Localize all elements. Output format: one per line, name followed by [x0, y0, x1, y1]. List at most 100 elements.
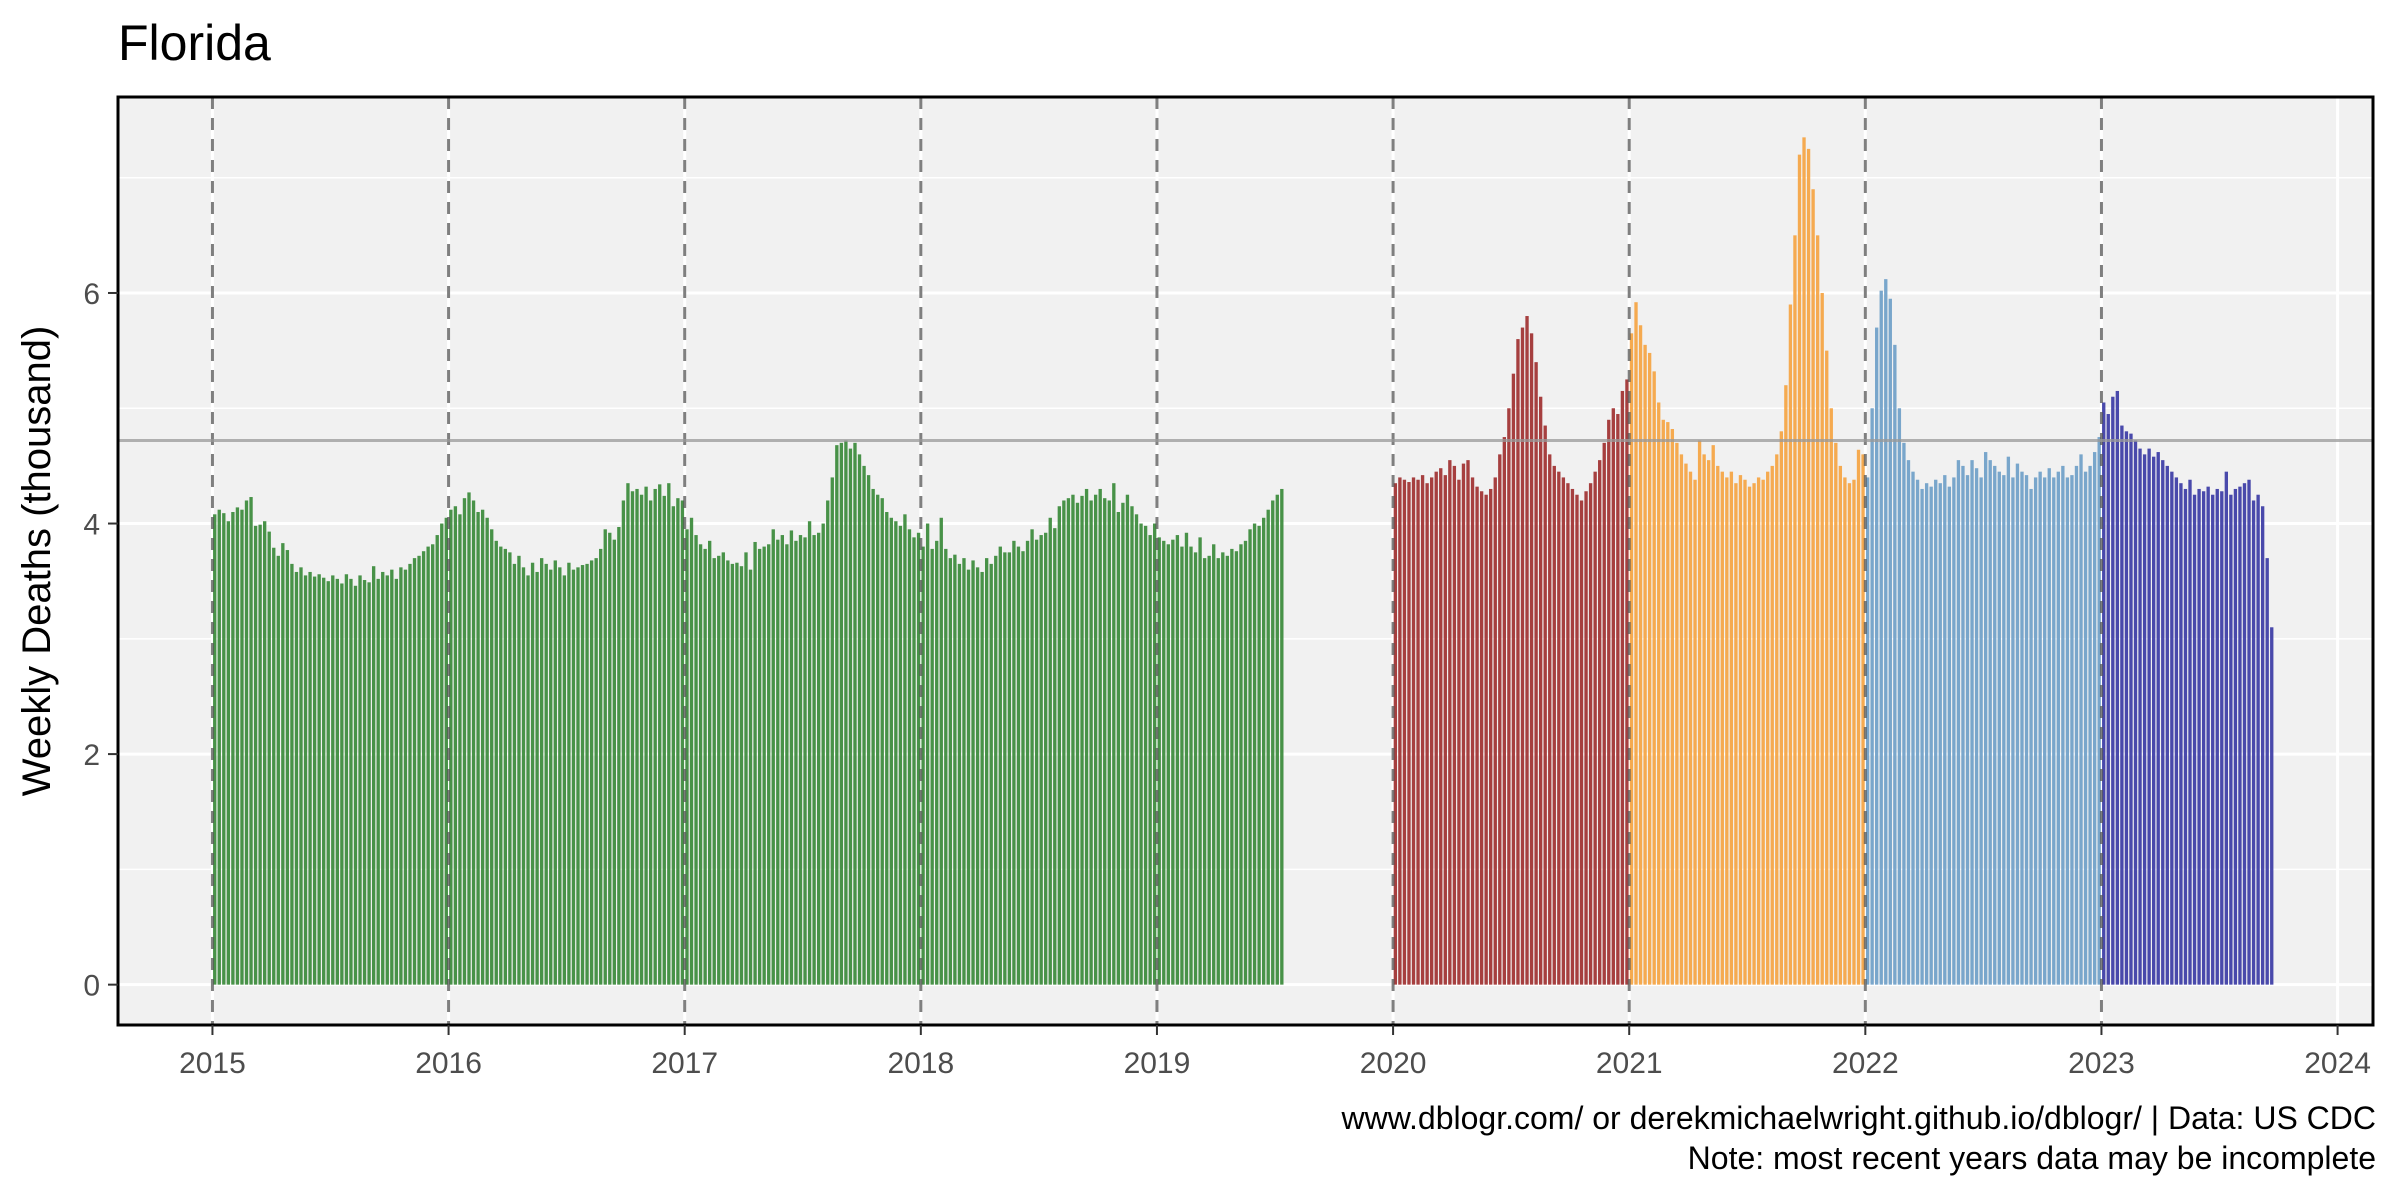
bar: [312, 576, 317, 985]
bar: [521, 567, 526, 985]
bar: [1466, 460, 1470, 985]
bar: [1479, 491, 1484, 985]
bar: [889, 517, 893, 985]
bar: [539, 558, 544, 985]
bar: [1675, 442, 1679, 985]
bar: [1929, 486, 1933, 985]
bar: [1162, 540, 1166, 985]
bar: [1057, 506, 1061, 985]
bar: [1743, 479, 1747, 985]
bar: [1952, 477, 1956, 985]
bar: [667, 483, 671, 985]
bar: [794, 540, 798, 985]
bar: [371, 566, 376, 985]
bar: [2088, 465, 2092, 985]
bar: [244, 500, 249, 985]
bar: [1856, 449, 1861, 985]
bar: [240, 509, 244, 985]
bar: [621, 500, 626, 985]
bar: [698, 544, 703, 985]
bar: [1634, 302, 1638, 985]
bar: [1475, 486, 1479, 985]
bar: [1834, 442, 1838, 985]
bar: [1784, 385, 1788, 985]
bar: [708, 540, 712, 985]
bar: [1080, 495, 1084, 985]
bar: [1239, 544, 1243, 985]
bar: [962, 558, 966, 985]
bar: [1507, 408, 1511, 985]
bar: [467, 492, 471, 985]
bar: [1525, 316, 1529, 985]
bar: [2215, 488, 2219, 985]
bar: [735, 562, 739, 985]
bar: [417, 555, 421, 985]
bar: [1493, 477, 1497, 985]
bar: [1103, 498, 1107, 985]
bar: [2006, 456, 2011, 985]
bar: [480, 509, 485, 985]
bar: [1970, 460, 1974, 985]
bar: [544, 563, 548, 985]
bar: [394, 578, 399, 985]
bar: [776, 539, 780, 985]
bar: [276, 555, 280, 985]
bar: [2188, 479, 2192, 985]
bar: [335, 578, 339, 985]
bar: [1452, 465, 1457, 985]
bar: [1988, 460, 1992, 985]
bar: [2120, 425, 2124, 985]
bar: [1961, 465, 1965, 985]
bar: [1030, 529, 1034, 985]
bar: [803, 537, 807, 985]
bar: [580, 565, 585, 985]
bar: [1706, 460, 1711, 985]
bar: [1729, 471, 1734, 985]
bar: [1157, 537, 1161, 985]
bar: [476, 512, 480, 985]
bar: [1920, 488, 1924, 985]
x-tick-label: 2020: [1360, 1047, 1427, 1080]
bar: [340, 583, 344, 985]
bar: [2133, 440, 2138, 985]
bar: [603, 529, 607, 985]
bar: [1416, 479, 1420, 985]
bar: [935, 540, 939, 985]
bar: [322, 577, 326, 985]
bar: [535, 571, 539, 985]
bar: [1434, 471, 1438, 985]
bar: [2115, 390, 2120, 985]
bar: [2015, 463, 2020, 985]
bar: [1888, 298, 1892, 985]
bar: [1747, 486, 1752, 985]
bar: [2070, 475, 2074, 985]
bar: [653, 488, 657, 985]
bar: [426, 546, 430, 985]
bar: [1407, 482, 1411, 985]
bar: [462, 498, 467, 985]
bars-layer: [213, 137, 2274, 985]
bar: [1688, 471, 1693, 985]
bar: [1843, 477, 1847, 985]
x-tick-label: 2021: [1596, 1047, 1663, 1080]
bar: [2197, 488, 2201, 985]
bar: [1697, 440, 1702, 985]
bar: [512, 563, 517, 985]
bar: [2211, 494, 2215, 985]
bar: [798, 535, 803, 985]
bar: [362, 580, 367, 985]
bar: [1207, 555, 1211, 985]
bar: [771, 529, 775, 985]
bar: [1738, 475, 1743, 985]
y-tick-label: 6: [83, 278, 100, 311]
bar: [353, 585, 358, 985]
bar: [930, 548, 934, 985]
bar: [2220, 491, 2224, 985]
bar: [1066, 498, 1071, 985]
bar: [2047, 468, 2051, 985]
bar: [1538, 396, 1543, 985]
bar: [2097, 437, 2101, 985]
bar: [744, 552, 748, 985]
bar: [558, 567, 562, 985]
bar: [258, 524, 262, 985]
